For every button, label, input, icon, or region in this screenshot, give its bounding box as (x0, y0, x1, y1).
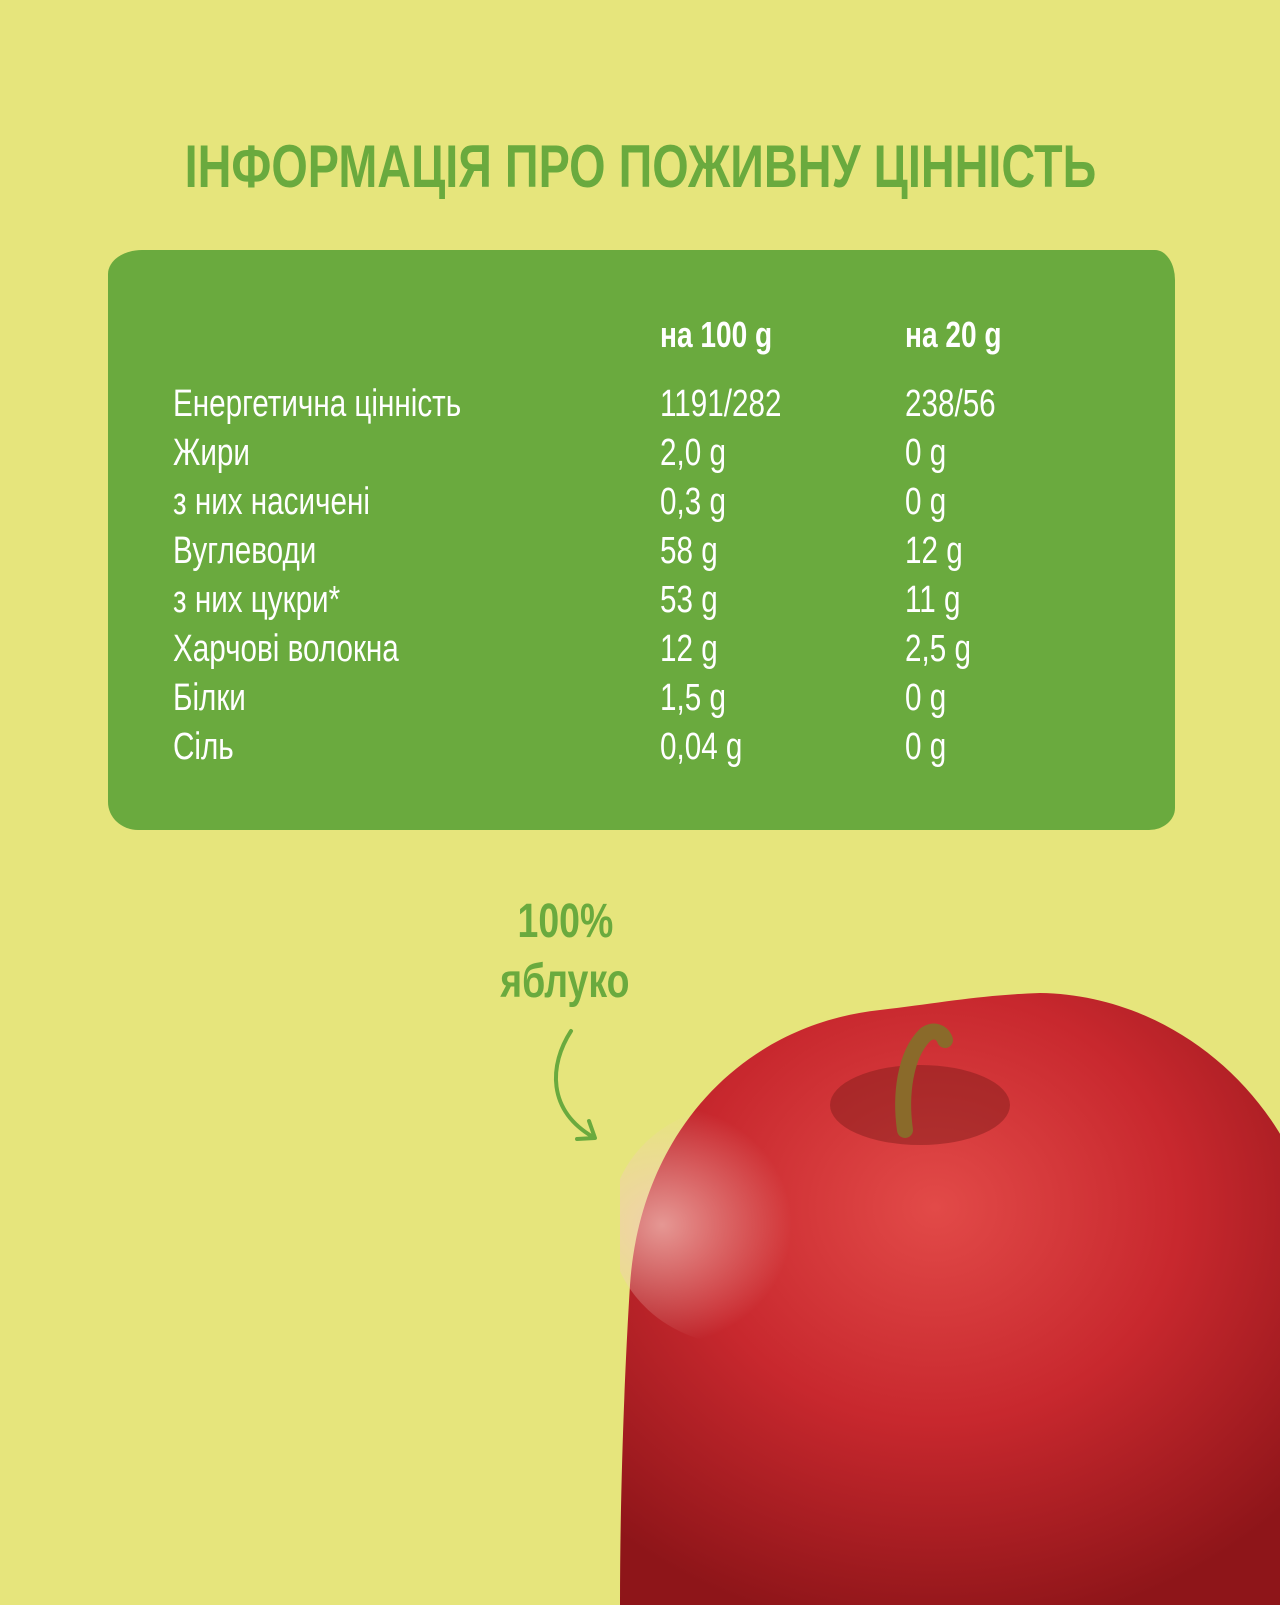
row-value-100g-text: 53 g (660, 579, 718, 621)
row-value-100g-text: 12 g (660, 628, 718, 670)
row-value-100g: 0,04 g (660, 723, 766, 772)
row-value-100g-text: 2,0 g (660, 432, 726, 474)
row-label-text: Сіль (173, 726, 234, 768)
row-label-text: Енергетична цінність (173, 383, 462, 425)
tagline-product: яблуко (500, 955, 630, 1008)
row-label-text: з них насичені (173, 481, 370, 523)
header-per-100g-text: на 100 g (660, 314, 773, 355)
row-value-100g: 12 g (660, 625, 734, 674)
row-value-100g: 1,5 g (660, 674, 745, 723)
row-label: Жири (173, 429, 272, 478)
row-label: з них насичені (173, 478, 425, 527)
row-label: Харчові волокна (173, 625, 462, 674)
row-value-20g-text: 0 g (905, 677, 947, 719)
row-value-20g: 12 g (905, 527, 979, 576)
row-value-20g: 0 g (905, 723, 958, 772)
row-label: Білки (173, 674, 266, 723)
row-value-100g-text: 58 g (660, 530, 718, 572)
tagline-percent: 100% (517, 895, 613, 948)
row-label-text: Харчові волокна (173, 628, 399, 670)
row-value-100g-text: 1191/282 (660, 383, 782, 425)
row-value-100g: 58 g (660, 527, 734, 576)
row-label: з них цукри* (173, 576, 387, 625)
row-label-text: Білки (173, 677, 246, 719)
row-value-100g: 1191/282 (660, 380, 816, 429)
row-value-100g-text: 1,5 g (660, 677, 726, 719)
row-label: Енергетична цінність (173, 380, 542, 429)
row-value-20g: 238/56 (905, 380, 1021, 429)
row-label-text: з них цукри* (173, 579, 341, 621)
row-label-text: Вуглеводи (173, 530, 317, 572)
row-value-20g-text: 12 g (905, 530, 963, 572)
row-value-20g: 0 g (905, 429, 958, 478)
row-value-20g-text: 2,5 g (905, 628, 971, 670)
row-value-20g: 0 g (905, 674, 958, 723)
row-value-100g-text: 0,04 g (660, 726, 743, 768)
row-value-20g: 0 g (905, 478, 958, 527)
apple-image (620, 993, 1280, 1605)
row-label: Вуглеводи (173, 527, 357, 576)
row-value-100g-text: 0,3 g (660, 481, 726, 523)
header-per-100g: на 100 g (660, 310, 804, 359)
row-value-20g: 11 g (905, 576, 976, 625)
row-value-20g: 2,5 g (905, 625, 990, 674)
row-value-20g-text: 238/56 (905, 383, 996, 425)
header-per-20g: на 20 g (905, 310, 1029, 359)
row-value-20g-text: 11 g (905, 579, 961, 621)
header-per-20g-text: на 20 g (905, 314, 1002, 355)
row-label-text: Жири (173, 432, 250, 474)
row-value-20g-text: 0 g (905, 726, 947, 768)
nutrition-table (108, 250, 1175, 830)
row-value-20g-text: 0 g (905, 481, 947, 523)
page-title: ІНФОРМАЦІЯ ПРО ПОЖИВНУ ЦІННІСТЬ (184, 133, 1096, 200)
curved-arrow-icon (553, 1029, 597, 1141)
row-label: Сіль (173, 723, 251, 772)
row-value-100g: 53 g (660, 576, 734, 625)
row-value-100g: 0,3 g (660, 478, 745, 527)
row-value-20g-text: 0 g (905, 432, 947, 474)
tagline: 100% яблуко (440, 892, 690, 1012)
row-value-100g: 2,0 g (660, 429, 745, 478)
